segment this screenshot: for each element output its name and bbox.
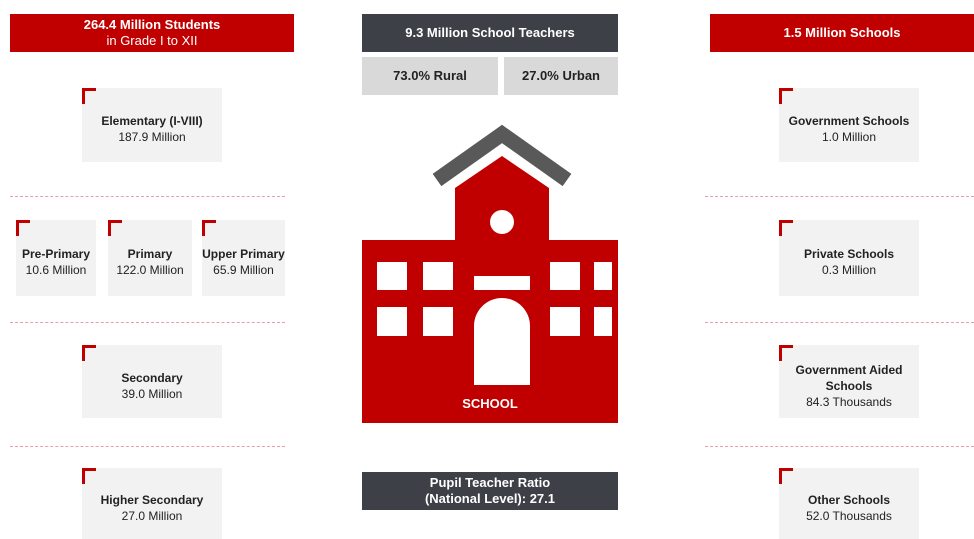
stat-box: Other Schools 52.0 Thousands <box>779 468 919 539</box>
corner-mark <box>82 468 96 484</box>
stat-box: Upper Primary 65.9 Million <box>202 220 285 296</box>
stat-value: 39.0 Million <box>121 386 183 401</box>
school-label-bar: SCHOOL <box>362 385 618 423</box>
stat-value: 122.0 Million <box>116 263 184 277</box>
corner-mark <box>82 88 96 104</box>
stat-value: 52.0 Thousands <box>806 508 892 523</box>
ratio-box: Pupil Teacher Ratio (National Level): 27… <box>362 472 618 510</box>
stat-value: 10.6 Million <box>25 263 87 277</box>
stat-name: Pre-Primary <box>21 247 91 261</box>
schools-header: 1.5 Million Schools <box>710 14 974 52</box>
corner-mark <box>779 88 793 104</box>
stat-box: Government Aided Schools 84.3 Thousands <box>779 345 919 418</box>
stat-name: Private Schools <box>803 247 895 261</box>
corner-mark <box>202 220 216 236</box>
divider <box>705 446 974 447</box>
school-label: SCHOOL <box>462 396 518 411</box>
divider <box>705 322 974 323</box>
stat-box: Private Schools 0.3 Million <box>779 220 919 296</box>
corner-mark <box>16 220 30 236</box>
roof <box>432 124 572 187</box>
stat-name: Primary <box>127 247 173 261</box>
stat-name: Other Schools <box>807 492 890 507</box>
stat-box: Higher Secondary 27.0 Million <box>82 468 222 539</box>
stat-value: 27.0 Million <box>121 508 183 523</box>
corner-mark <box>108 220 122 236</box>
rural: 73.0% Rural <box>393 68 467 83</box>
rural-box: 73.0% Rural <box>362 57 498 95</box>
stat-name: Upper Primary <box>202 247 285 261</box>
windows <box>377 262 612 336</box>
urban-box: 27.0% Urban <box>504 57 618 95</box>
divider <box>10 196 285 197</box>
stat-name: Government Schools <box>788 114 910 128</box>
round-window <box>490 210 514 234</box>
schools-title: 1.5 Million Schools <box>783 25 901 40</box>
stat-box: Elementary (I-VIII) 187.9 Million <box>82 88 222 162</box>
corner-mark <box>779 345 793 361</box>
students-title: 264.4 Million Students <box>83 17 221 32</box>
divider <box>705 196 974 197</box>
teachers-header: 9.3 Million School Teachers <box>362 14 618 52</box>
divider <box>10 322 285 323</box>
ratio-line2: (National Level): 27.1 <box>424 491 556 506</box>
stat-value: 84.3 Thousands <box>806 394 892 409</box>
stat-box: Government Schools 1.0 Million <box>779 88 919 162</box>
stat-value: 187.9 Million <box>118 130 186 144</box>
stat-box: Primary 122.0 Million <box>108 220 192 296</box>
students-subtitle: in Grade I to XII <box>106 33 198 48</box>
stat-name: Elementary (I-VIII) <box>101 114 203 128</box>
stat-name: Government Aided Schools <box>795 362 903 393</box>
students-header: 264.4 Million Students in Grade I to XII <box>10 14 294 52</box>
teachers-title: 9.3 Million School Teachers <box>405 25 575 40</box>
stat-box: Pre-Primary 10.6 Million <box>16 220 96 296</box>
stat-name: Secondary <box>121 370 183 385</box>
stat-value: 0.3 Million <box>821 263 877 277</box>
urban: 27.0% Urban <box>521 68 601 83</box>
stat-name: Higher Secondary <box>100 492 204 507</box>
corner-mark <box>779 468 793 484</box>
divider <box>10 446 285 447</box>
stat-box: Secondary 39.0 Million <box>82 345 222 418</box>
stat-value: 1.0 Million <box>821 130 877 144</box>
door <box>474 298 530 385</box>
ratio-line1: Pupil Teacher Ratio <box>429 475 551 490</box>
corner-mark <box>779 220 793 236</box>
corner-mark <box>82 345 96 361</box>
stat-value: 65.9 Million <box>213 263 274 277</box>
